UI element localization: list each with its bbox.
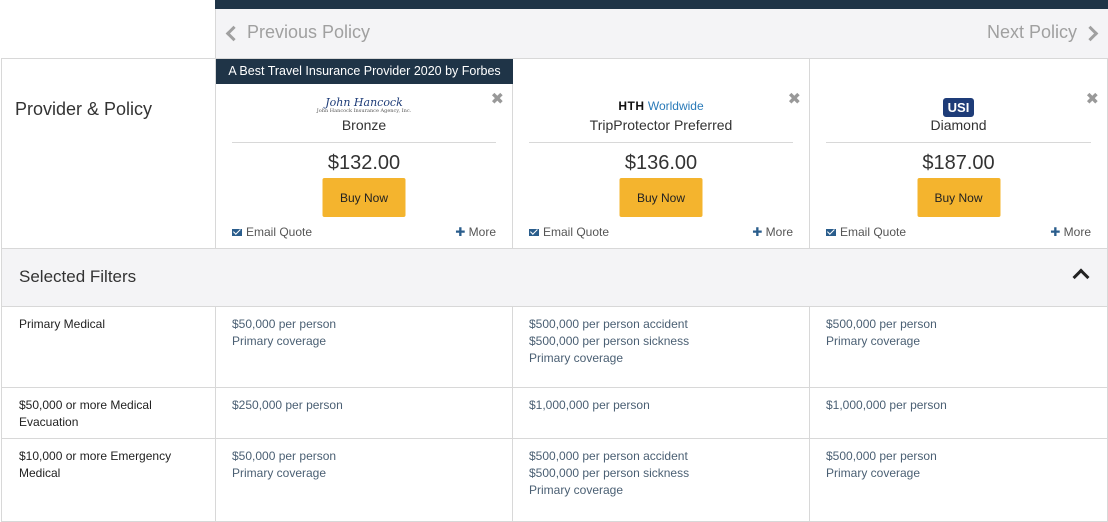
coverage-value: $500,000 per person Primary coverage [826, 449, 937, 480]
usi-logo: USI [810, 97, 1107, 117]
provider-policy-label: Provider & Policy [15, 99, 153, 119]
plus-icon: ✚ [1050, 225, 1061, 239]
coverage-value: $500,000 per person accident $500,000 per… [529, 449, 690, 497]
coverage-value: $1,000,000 per person [529, 398, 650, 412]
policy-price: $132.00 [327, 152, 401, 174]
coverage-value: $1,000,000 per person [826, 398, 947, 412]
chevron-up-icon[interactable] [1072, 268, 1090, 286]
coverage-value: $500,000 per person Primary coverage [826, 317, 937, 348]
selected-filters-header[interactable]: Selected Filters [1, 248, 1108, 307]
policy-navigation: Previous Policy Next Policy [215, 9, 1108, 58]
policy-card: A Best Travel Insurance Provider 2020 by… [215, 58, 513, 249]
remove-policy-icon[interactable]: ✖ [787, 91, 801, 108]
more-label: More [765, 225, 793, 239]
divider [826, 142, 1091, 143]
envelope-icon [826, 228, 836, 236]
previous-policy-label: Previous Policy [247, 22, 371, 42]
provider-label-cell: Provider & Policy [1, 58, 216, 249]
next-policy-button[interactable]: Next Policy [986, 22, 1099, 43]
policy-comparison-table: Provider & Policy A Best Travel Insuranc… [1, 58, 1108, 522]
row-label: $10,000 or more Emergency Medical [19, 449, 172, 480]
more-label: More [468, 225, 496, 239]
policy-card: ✖ USI Diamond $187.00 Buy Now Email Quot… [809, 58, 1108, 249]
email-quote-label: Email Quote [840, 225, 907, 239]
coverage-value: $50,000 per person Primary coverage [232, 449, 337, 480]
more-link[interactable]: ✚ More [752, 225, 793, 239]
email-quote-label: Email Quote [543, 225, 610, 239]
policy-name: TripProtector Preferred [589, 117, 733, 133]
divider [232, 142, 496, 143]
email-quote-label: Email Quote [246, 225, 313, 239]
previous-policy-button[interactable]: Previous Policy [225, 22, 371, 43]
selected-filters-title: Selected Filters [19, 267, 137, 286]
policy-name: Diamond [930, 117, 987, 133]
policy-name: Bronze [341, 117, 387, 133]
buy-now-button[interactable]: Buy Now [619, 178, 703, 217]
envelope-icon [529, 228, 539, 236]
chevron-right-icon [1082, 25, 1099, 41]
remove-policy-icon[interactable]: ✖ [490, 91, 504, 108]
row-label: Primary Medical [19, 317, 106, 331]
table-row: $10,000 or more Emergency Medical $50,00… [1, 438, 1108, 522]
row-label: $50,000 or more Medical Evacuation [19, 398, 152, 429]
coverage-value: $250,000 per person [232, 398, 343, 412]
more-link[interactable]: ✚ More [455, 225, 496, 239]
hth-worldwide-logo: HTH Worldwide [618, 99, 704, 113]
coverage-value: $500,000 per person accident $500,000 per… [529, 317, 690, 365]
chevron-left-icon [225, 25, 242, 41]
policy-card: ✖ HTH Worldwide TripProtector Preferred … [512, 58, 810, 249]
remove-policy-icon[interactable]: ✖ [1085, 91, 1099, 108]
plus-icon: ✚ [752, 225, 763, 239]
next-policy-label: Next Policy [986, 22, 1077, 42]
selected-filters-cell: Selected Filters [1, 248, 1108, 307]
email-quote-link[interactable]: Email Quote [529, 225, 609, 239]
provider-row: Provider & Policy A Best Travel Insuranc… [1, 58, 1108, 249]
more-link[interactable]: ✚ More [1050, 225, 1091, 239]
forbes-award-banner: A Best Travel Insurance Provider 2020 by… [216, 59, 513, 84]
plus-icon: ✚ [455, 225, 466, 239]
divider [529, 142, 793, 143]
policy-price: $187.00 [922, 152, 995, 174]
email-quote-link[interactable]: Email Quote [826, 225, 906, 239]
email-quote-link[interactable]: Email Quote [232, 225, 312, 239]
buy-now-button[interactable]: Buy Now [322, 178, 406, 217]
table-row: $50,000 or more Medical Evacuation $250,… [1, 387, 1108, 439]
buy-now-button[interactable]: Buy Now [917, 178, 1000, 217]
envelope-icon [232, 228, 242, 236]
top-accent-bar [215, 0, 1108, 9]
coverage-value: $50,000 per person Primary coverage [232, 317, 337, 348]
more-label: More [1063, 225, 1091, 239]
policy-price: $136.00 [624, 152, 698, 174]
table-row: Primary Medical $50,000 per person Primar… [1, 306, 1108, 388]
john-hancock-logo: John Hancock John Hancock Insurance Agenc… [316, 96, 412, 114]
